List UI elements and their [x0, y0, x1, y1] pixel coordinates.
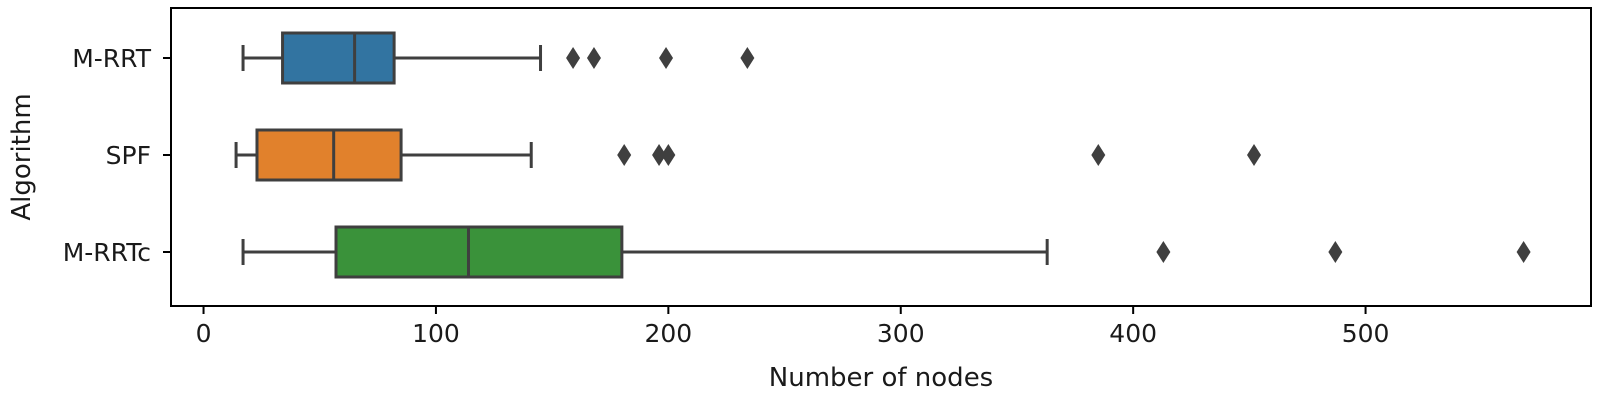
outlier-point [566, 47, 581, 69]
outlier-point [652, 144, 667, 166]
x-tick-label: 200 [644, 319, 692, 348]
y-tick-label: SPF [106, 141, 151, 170]
outlier-point [740, 47, 755, 69]
iqr-box [255, 128, 403, 182]
x-axis-label: Number of nodes [769, 363, 993, 393]
x-tick-label: 500 [1342, 319, 1390, 348]
outlier-point [659, 47, 674, 69]
outlier-point [1091, 144, 1106, 166]
outlier-point [1247, 144, 1262, 166]
y-tick-label: M-RRT [72, 44, 152, 73]
y-tick-label: M-RRTc [63, 238, 151, 267]
outlier-point [617, 144, 632, 166]
x-axis: 0 100 200 300 400 500 [196, 306, 1390, 348]
outlier-point [586, 47, 601, 69]
y-axis-label: Algorithm [7, 93, 37, 220]
outlier-point [1328, 241, 1343, 263]
box-spf [234, 128, 1262, 182]
x-tick-label: 100 [412, 319, 460, 348]
boxes-layer [234, 31, 1531, 279]
x-tick-label: 0 [196, 319, 212, 348]
box-m-rrt [241, 31, 755, 85]
outlier-point [661, 144, 676, 166]
iqr-box [281, 31, 396, 85]
y-axis: M-RRT SPF M-RRTc [63, 44, 171, 267]
x-tick-label: 300 [877, 319, 925, 348]
outlier-point [1156, 241, 1171, 263]
x-tick-label: 400 [1109, 319, 1157, 348]
iqr-box [334, 225, 624, 279]
outlier-point [1516, 241, 1531, 263]
box-m-rrtc [241, 225, 1531, 279]
